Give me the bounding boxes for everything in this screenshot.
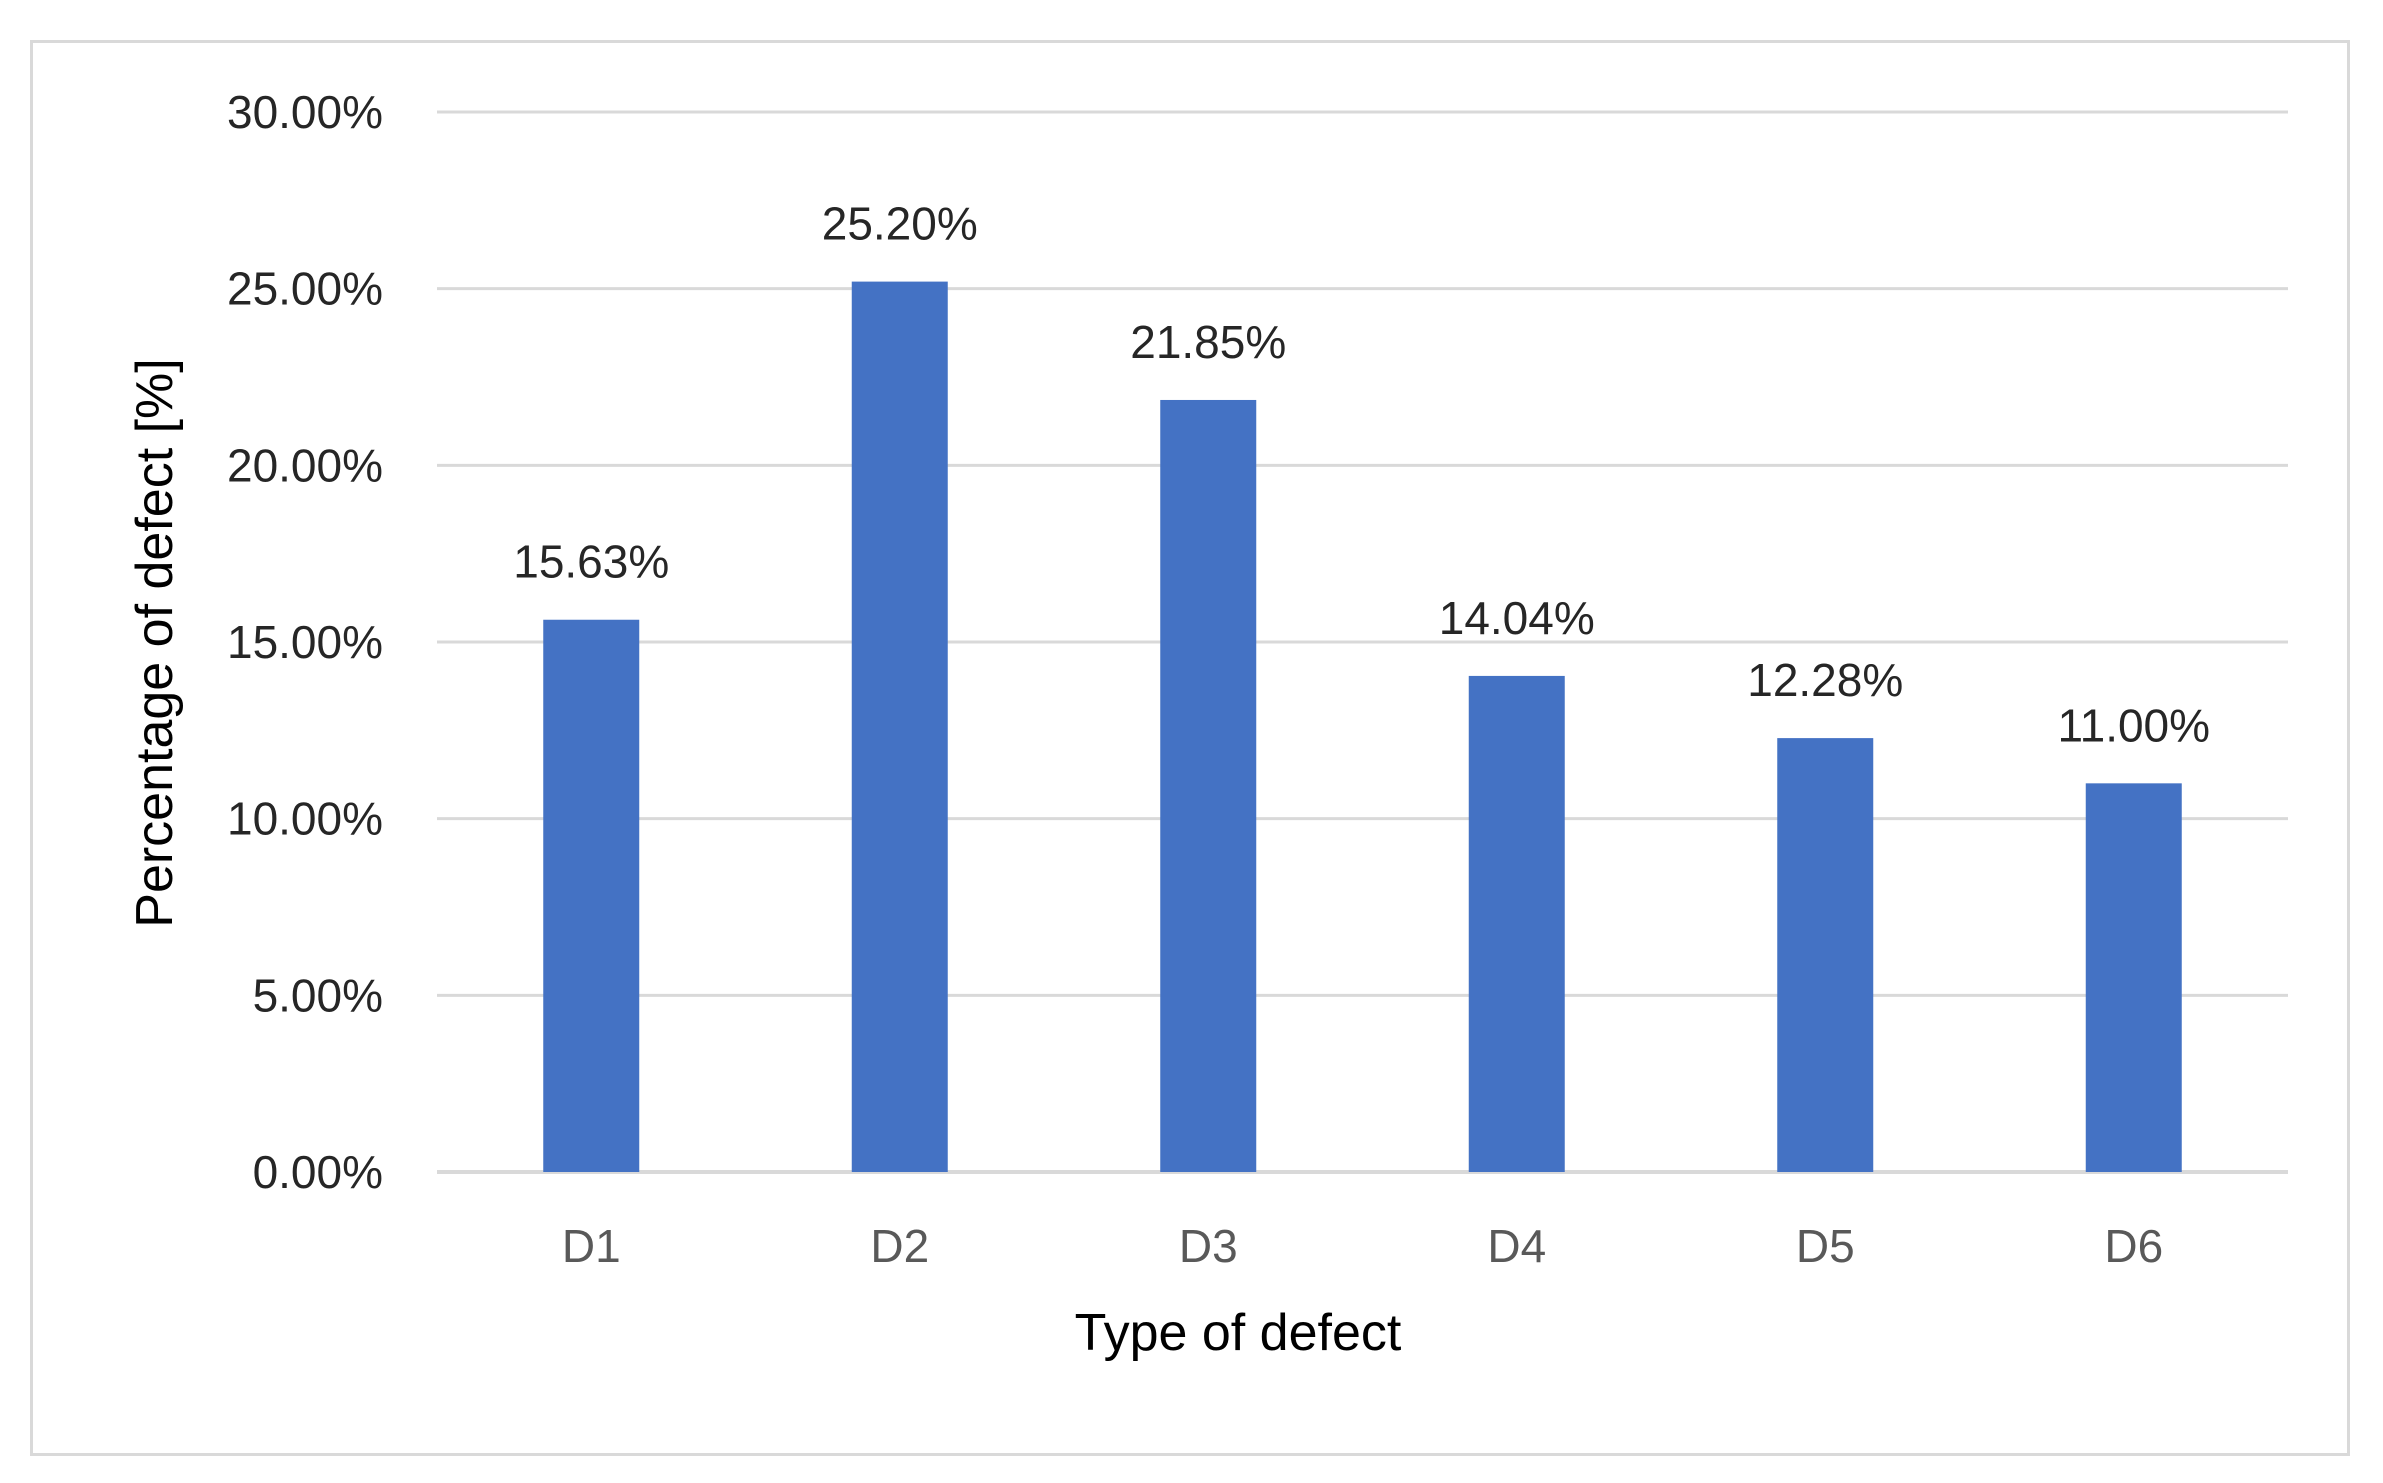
data-label-d4: 14.04% xyxy=(1439,592,1595,644)
y-tick-label: 10.00% xyxy=(227,793,383,845)
bar-d4 xyxy=(1468,675,1565,1172)
bar-d5 xyxy=(1777,738,1874,1172)
x-tick-label-d5: D5 xyxy=(1796,1220,1855,1272)
bar-d6 xyxy=(2085,783,2182,1172)
data-label-d3: 21.85% xyxy=(1130,316,1286,368)
x-axis-tick-labels: D1 D2 D3 D4 D5 D6 xyxy=(562,1220,2163,1272)
y-axis-title: Percentage of defect [%] xyxy=(126,358,184,927)
x-tick-label-d1: D1 xyxy=(562,1220,621,1272)
bar-d2 xyxy=(851,281,948,1173)
y-tick-label: 25.00% xyxy=(227,263,383,315)
x-tick-label-d2: D2 xyxy=(870,1220,929,1272)
y-tick-label: 30.00% xyxy=(227,86,383,138)
y-tick-label: 0.00% xyxy=(253,1146,383,1198)
gridlines xyxy=(437,110,2288,1174)
x-axis-title: Type of defect xyxy=(1075,1304,1402,1362)
y-axis-tick-labels: 0.00% 5.00% 10.00% 15.00% 20.00% 25.00% 30.00% xyxy=(227,86,383,1198)
data-label-d1: 15.63% xyxy=(513,536,669,588)
x-tick-label-d6: D6 xyxy=(2104,1220,2163,1272)
data-labels: 15.63% 25.20% 21.85% 14.04% 12.28% 11.00% xyxy=(513,198,2210,752)
data-label-d6: 11.00% xyxy=(2057,699,2210,751)
x-tick-label-d4: D4 xyxy=(1487,1220,1546,1272)
bar-d1 xyxy=(543,619,640,1172)
data-label-d5: 12.28% xyxy=(1747,654,1903,706)
bars xyxy=(543,281,2182,1173)
y-tick-label: 15.00% xyxy=(227,616,383,668)
y-tick-label: 20.00% xyxy=(227,439,383,491)
data-label-d2: 25.20% xyxy=(822,198,978,250)
bar-d3 xyxy=(1160,399,1257,1172)
x-tick-label-d3: D3 xyxy=(1179,1220,1238,1272)
y-tick-label: 5.00% xyxy=(253,969,383,1021)
